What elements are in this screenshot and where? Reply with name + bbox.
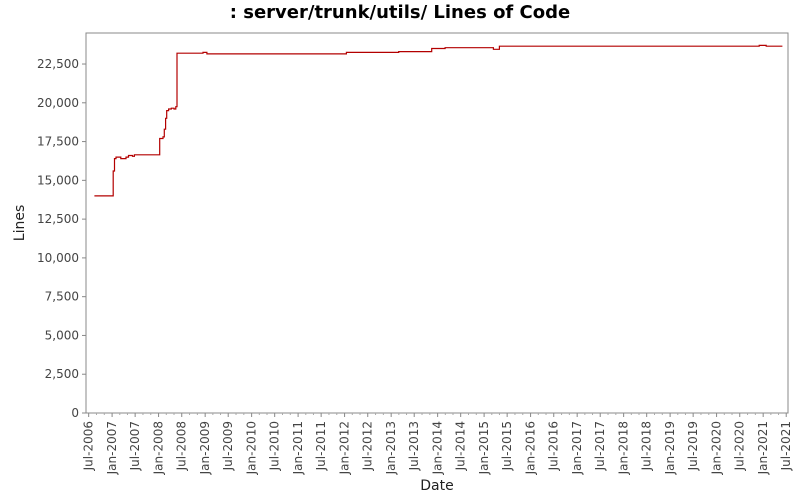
x-tick-label: Jan-2009 [198,421,212,475]
y-axis: 0 2,500 5,000 7,500 10,000 12,500 15,000 17,500… [37,57,86,420]
x-tick-label: Jul-2010 [268,421,282,471]
x-tick-label: Jan-2020 [710,421,724,475]
x-axis: Jul-2006 Jan-2007 Jul-2007 Jan-2008 Jul-2008… [82,413,793,475]
y-tick-label: 15,000 [37,173,79,187]
x-tick-label: Jan-2014 [431,421,445,475]
x-tick-label: Jul-2016 [547,421,561,471]
x-tick-label: Jul-2012 [361,421,375,471]
y-axis-label: Lines [12,205,28,241]
chart-title: : server/trunk/utils/ Lines of Code [229,2,571,23]
x-tick-label: Jan-2018 [617,421,631,475]
y-tick-label: 17,500 [37,135,79,149]
x-tick-label: Jan-2017 [570,421,584,475]
x-tick-label: Jul-2009 [221,421,235,471]
x-tick-label: Jan-2012 [338,421,352,475]
series-line [94,44,783,197]
x-tick-label: Jan-2016 [524,421,538,475]
y-tick-label: 2,500 [45,367,79,381]
x-tick-label: Jul-2013 [407,421,421,471]
x-axis-label: Date [420,478,453,494]
x-tick-label: Jul-2015 [500,421,514,471]
y-tick-label: 10,000 [37,251,79,265]
x-tick-label: Jan-2008 [152,421,166,475]
x-tick-label: Jan-2010 [245,421,259,475]
y-tick-label: 7,500 [45,290,79,304]
x-tick-label: Jan-2019 [663,421,677,475]
x-tick-label: Jan-2021 [756,421,770,475]
y-tick-label: 12,500 [37,212,79,226]
x-tick-label: Jul-2020 [733,421,747,471]
x-tick-label: Jan-2007 [105,421,119,475]
y-tick-label: 5,000 [45,328,79,342]
x-tick-label: Jul-2017 [593,421,607,471]
plot-area [85,32,789,414]
x-tick-label: Jan-2011 [291,421,305,475]
x-tick-label: Jul-2021 [779,421,793,471]
x-tick-label: Jan-2015 [477,421,491,475]
x-tick-label: Jul-2008 [175,421,189,471]
x-tick-label: Jan-2013 [384,421,398,475]
x-tick-label: Jul-2011 [314,421,328,471]
y-tick-label: 0 [71,406,79,420]
y-tick-label: 20,000 [37,96,79,110]
x-tick-label: Jul-2019 [686,421,700,471]
x-tick-label: Jul-2007 [128,421,142,471]
x-tick-label: Jul-2006 [82,421,96,471]
x-tick-label: Jul-2018 [640,421,654,471]
y-tick-label: 22,500 [37,57,79,71]
x-tick-label: Jul-2014 [454,421,468,471]
